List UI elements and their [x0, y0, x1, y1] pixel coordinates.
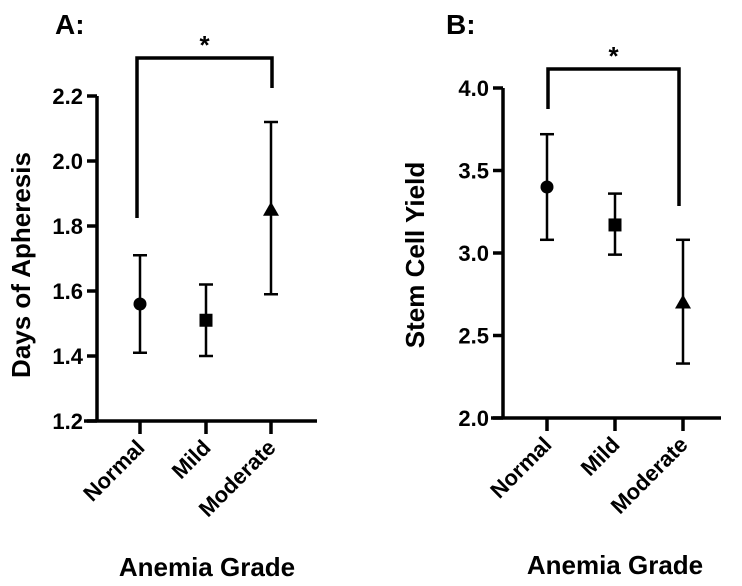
y-tick-label: 1.2 [52, 409, 83, 434]
y-tick-label: 2.2 [52, 84, 83, 109]
y-tick-label: 2.0 [52, 149, 83, 174]
panel-a-label: A: [55, 9, 85, 40]
panel-b-label: B: [446, 9, 476, 40]
y-tick-label: 2.5 [458, 324, 489, 349]
triangle-marker [263, 201, 279, 216]
category-label: Normal [485, 432, 556, 503]
y-tick-label: 2.0 [458, 406, 489, 431]
circle-marker [540, 180, 554, 194]
panel-a-plot: A: Days of Apheresis Anemia Grade 1.2 1.4… [6, 9, 317, 582]
significance-bracket [546, 67, 681, 206]
y-tick-label: 3.0 [458, 241, 489, 266]
square-marker [608, 218, 622, 232]
y-tick-label: 1.6 [52, 279, 83, 304]
square-marker [199, 313, 213, 327]
category-label: Mild [167, 435, 216, 484]
y-tick-label: 3.5 [458, 159, 489, 184]
panel-b-plot: B: Stem Cell Yield Anemia Grade 2.0 2.5 3.… [400, 9, 721, 580]
circle-marker [133, 297, 147, 311]
y-tick-label: 1.4 [52, 344, 83, 369]
panel-b-x-axis-title: Anemia Grade [527, 550, 703, 580]
significance-bracket [135, 56, 274, 218]
triangle-marker [675, 294, 691, 309]
significance-asterisk: * [199, 30, 210, 60]
panel-a-x-axis-title: Anemia Grade [119, 552, 295, 582]
significance-asterisk: * [608, 41, 619, 71]
category-label: Normal [78, 435, 149, 506]
category-label: Mild [576, 432, 625, 481]
y-tick-label: 4.0 [458, 76, 489, 101]
y-tick-label: 1.8 [52, 214, 83, 239]
panel-a-y-axis-title: Days of Apheresis [6, 152, 36, 378]
panel-b-y-axis-title: Stem Cell Yield [400, 162, 430, 348]
